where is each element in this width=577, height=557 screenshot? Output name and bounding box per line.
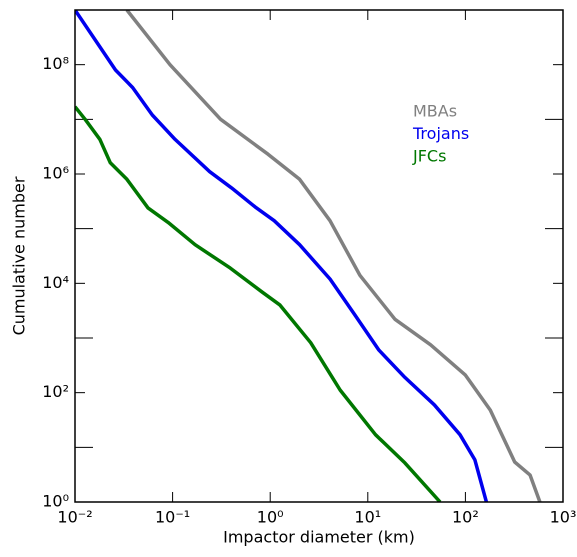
- y-tick-label: 10⁸: [42, 54, 69, 73]
- plot-area: [75, 10, 542, 502]
- series-line: [75, 105, 442, 502]
- legend-entry: JFCs: [412, 147, 446, 166]
- plot-frame: [74, 9, 564, 503]
- x-tick-label: 10⁻¹: [155, 508, 190, 527]
- y-tick-label: 10⁴: [42, 273, 69, 292]
- x-axis-label: Impactor diameter (km): [223, 528, 415, 547]
- x-tick-label: 10³: [550, 508, 577, 527]
- y-tick-label: 10⁶: [42, 164, 69, 183]
- x-tick-label: 10¹: [354, 508, 381, 527]
- y-axis-label: Cumulative number: [10, 176, 29, 335]
- series-line: [125, 10, 542, 502]
- legend-entry: MBAs: [413, 102, 457, 121]
- x-tick-label: 10⁻²: [57, 508, 92, 527]
- series-line: [75, 10, 489, 502]
- legend-entry: Trojans: [412, 124, 469, 143]
- y-tick-label: 10⁰: [42, 492, 69, 511]
- y-tick-label: 10²: [42, 382, 69, 401]
- x-tick-label: 10⁰: [257, 508, 284, 527]
- x-tick-label: 10²: [452, 508, 479, 527]
